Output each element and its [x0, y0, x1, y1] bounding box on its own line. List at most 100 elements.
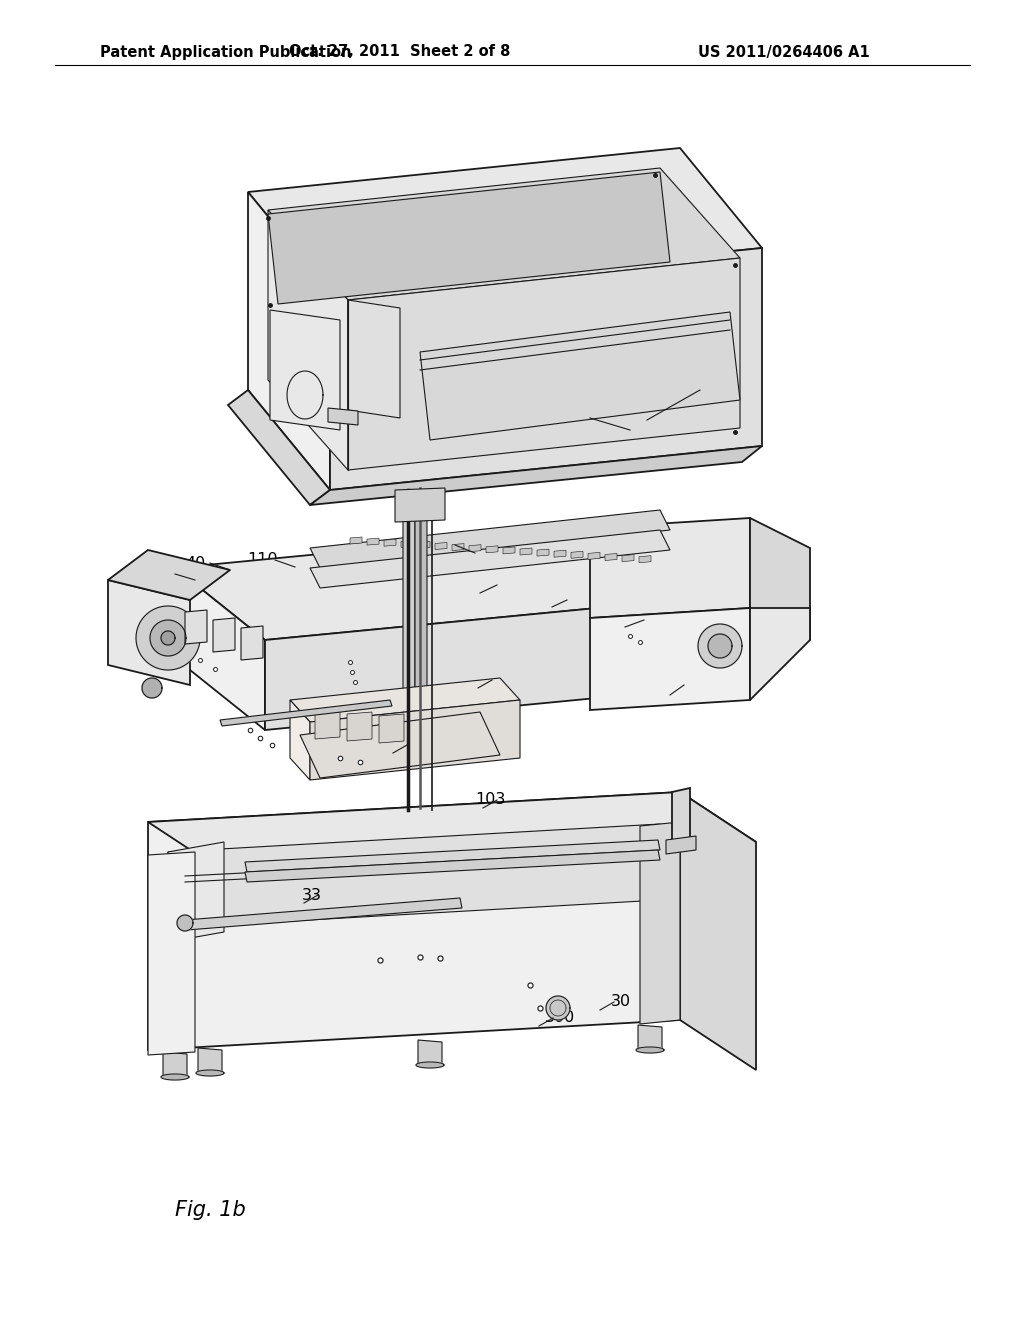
Polygon shape [605, 553, 617, 561]
Polygon shape [161, 1074, 189, 1080]
Polygon shape [348, 257, 740, 470]
Polygon shape [213, 618, 234, 652]
Polygon shape [680, 792, 756, 1071]
Polygon shape [435, 543, 447, 549]
Polygon shape [350, 537, 362, 544]
Polygon shape [196, 1071, 224, 1076]
Polygon shape [168, 842, 224, 942]
Text: 300: 300 [545, 1011, 575, 1026]
Polygon shape [168, 824, 660, 928]
Polygon shape [590, 517, 750, 618]
Polygon shape [241, 626, 263, 660]
Polygon shape [452, 544, 464, 550]
Polygon shape [418, 541, 430, 548]
Polygon shape [750, 609, 810, 700]
Polygon shape [310, 446, 762, 506]
Polygon shape [401, 540, 413, 548]
Polygon shape [175, 528, 680, 640]
Polygon shape [546, 997, 570, 1020]
Polygon shape [348, 300, 400, 418]
Polygon shape [395, 488, 445, 521]
Polygon shape [590, 609, 750, 710]
Polygon shape [268, 172, 670, 304]
Polygon shape [185, 898, 462, 931]
Text: 100: 100 [475, 578, 505, 593]
Polygon shape [150, 620, 186, 656]
Polygon shape [554, 550, 566, 557]
Text: 30: 30 [611, 994, 631, 1010]
Polygon shape [330, 248, 762, 490]
Polygon shape [245, 850, 660, 882]
Polygon shape [588, 552, 600, 560]
Polygon shape [136, 606, 200, 671]
Polygon shape [245, 840, 660, 873]
Text: 33: 33 [458, 545, 478, 561]
Polygon shape [142, 678, 162, 698]
Polygon shape [347, 711, 372, 741]
Polygon shape [708, 634, 732, 657]
Polygon shape [310, 700, 520, 780]
Polygon shape [175, 568, 265, 730]
Polygon shape [163, 1052, 187, 1077]
Polygon shape [379, 714, 404, 743]
Polygon shape [248, 148, 762, 292]
Polygon shape [328, 408, 358, 425]
Polygon shape [161, 631, 175, 645]
Text: 47: 47 [550, 593, 570, 607]
Text: 33: 33 [302, 887, 322, 903]
Polygon shape [185, 610, 207, 644]
Polygon shape [148, 792, 680, 1049]
Polygon shape [198, 1048, 222, 1073]
Polygon shape [503, 546, 515, 554]
Polygon shape [416, 1063, 444, 1068]
Text: Patent Application Publication: Patent Application Publication [100, 45, 351, 59]
Polygon shape [177, 915, 193, 931]
Polygon shape [315, 710, 340, 739]
Polygon shape [469, 545, 481, 552]
Polygon shape [310, 510, 670, 568]
Text: 40: 40 [185, 556, 205, 570]
Polygon shape [265, 601, 680, 730]
Polygon shape [638, 1026, 662, 1049]
Polygon shape [148, 792, 756, 873]
Polygon shape [228, 389, 330, 506]
Polygon shape [290, 678, 520, 722]
Polygon shape [384, 539, 396, 546]
Polygon shape [666, 836, 696, 854]
Polygon shape [636, 1047, 664, 1053]
Polygon shape [290, 700, 310, 780]
Text: 30: 30 [630, 422, 650, 437]
Text: Fig. 1b: Fig. 1b [175, 1200, 246, 1220]
Polygon shape [750, 517, 810, 640]
Polygon shape [698, 624, 742, 668]
Polygon shape [220, 700, 392, 726]
Polygon shape [367, 539, 379, 545]
Text: 40: 40 [641, 612, 662, 627]
Polygon shape [520, 548, 532, 554]
Text: 103: 103 [475, 792, 505, 808]
Text: 50: 50 [158, 566, 178, 582]
Polygon shape [268, 210, 348, 470]
Polygon shape [403, 519, 415, 762]
Polygon shape [300, 711, 500, 777]
Polygon shape [248, 191, 330, 490]
Polygon shape [622, 554, 634, 561]
Polygon shape [310, 531, 670, 587]
Polygon shape [571, 552, 583, 558]
Text: 101: 101 [677, 677, 708, 693]
Polygon shape [640, 822, 680, 1024]
Polygon shape [108, 550, 230, 601]
Text: 120: 120 [385, 738, 416, 752]
Text: 60: 60 [475, 672, 496, 688]
Polygon shape [418, 1040, 442, 1065]
Polygon shape [639, 556, 651, 562]
Polygon shape [148, 851, 195, 1055]
Polygon shape [672, 788, 690, 843]
Text: Oct. 27, 2011  Sheet 2 of 8: Oct. 27, 2011 Sheet 2 of 8 [290, 45, 511, 59]
Polygon shape [270, 310, 340, 430]
Polygon shape [108, 579, 190, 685]
Polygon shape [420, 312, 740, 440]
Polygon shape [486, 545, 498, 553]
Polygon shape [268, 168, 740, 300]
Text: US 2011/0264406 A1: US 2011/0264406 A1 [698, 45, 870, 59]
